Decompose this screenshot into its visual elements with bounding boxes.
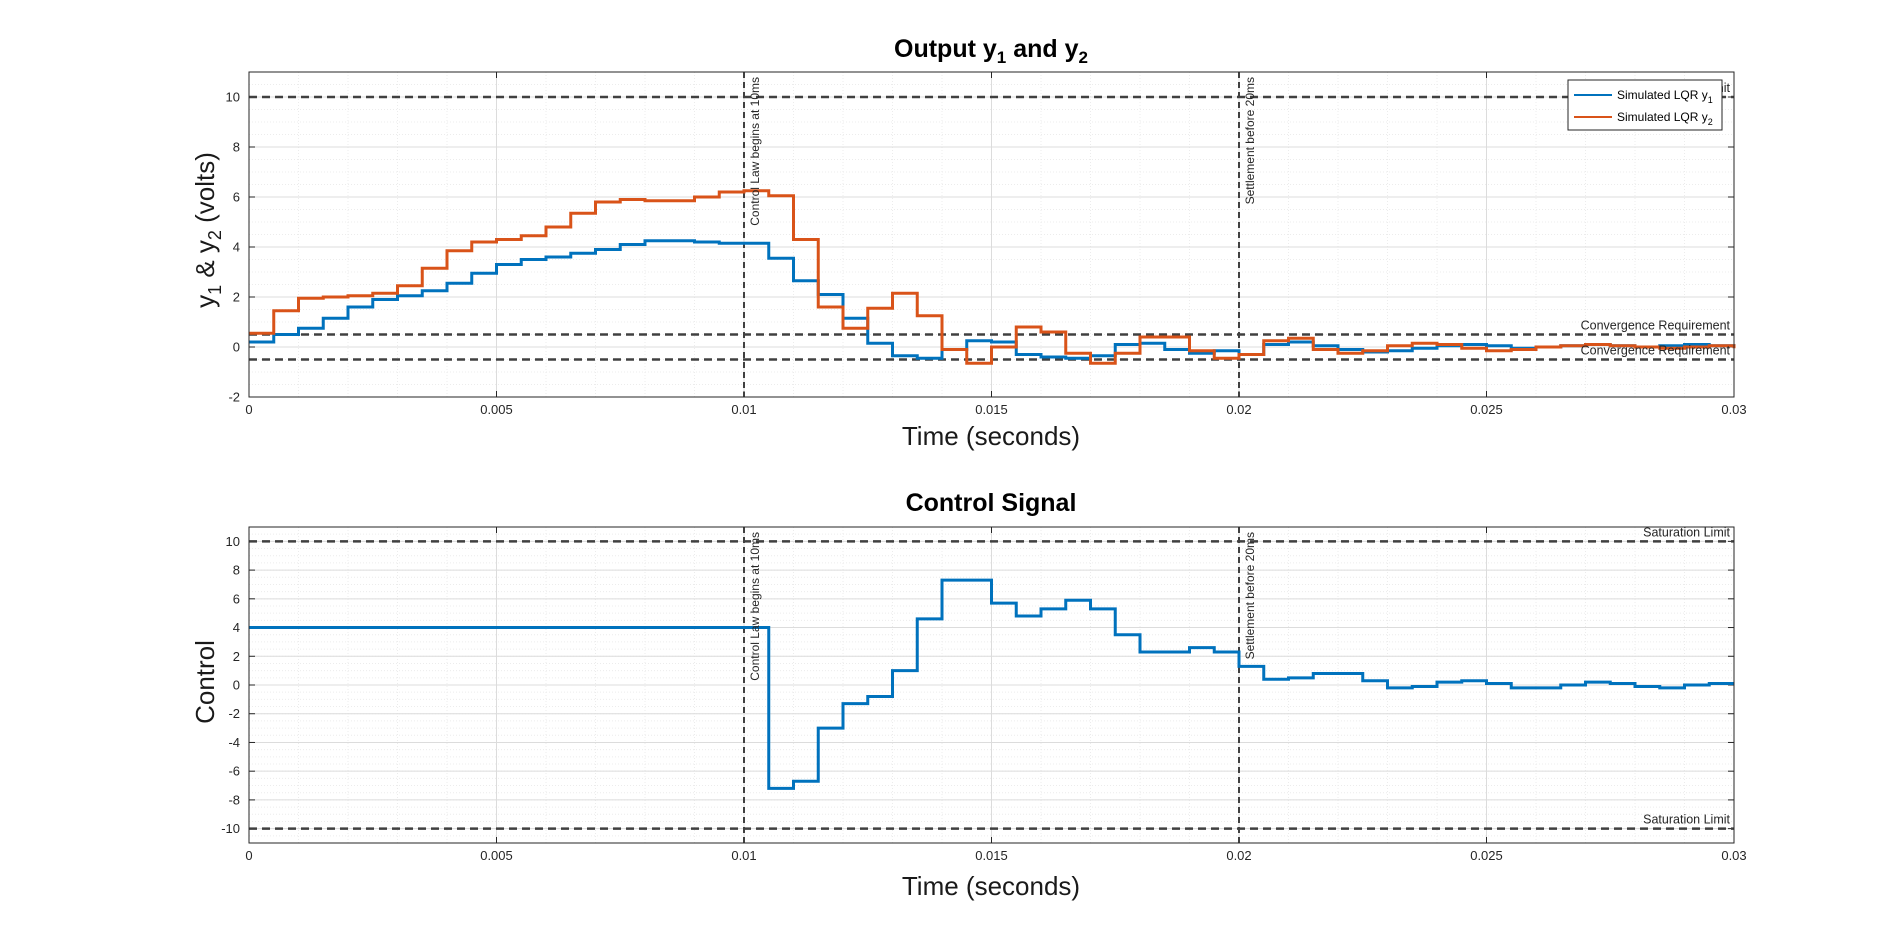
x-tick-label: 0.01 [731,402,756,417]
y-axis-label: y1 & y2 (volts) [190,152,225,308]
x-tick-label: 0.005 [480,402,513,417]
annotation-saturation-limit: Saturation Limit [1643,525,1730,539]
x-tick-label: 0.005 [480,848,513,863]
ylabel-subscript: 1 [205,285,225,295]
title-subscript: 1 [997,48,1006,67]
reference-lines [249,527,1734,843]
y-tick-label: 0 [233,678,240,693]
x-tick-label: 0.01 [731,848,756,863]
y-tick-label: -8 [228,792,240,807]
y-tick-label: 6 [233,591,240,606]
y-tick-labels: -10 -8 -6 -4 -2 0 2 4 6 8 10 [221,534,240,836]
y-tick-label: 8 [233,563,240,578]
annotation-convergence-requirement: Convergence Requirement [1581,319,1731,333]
x-axis-label: Time (seconds) [902,421,1080,451]
y-tick-label: 2 [233,290,240,305]
legend-label: Simulated LQR y [1617,88,1708,102]
legend: Simulated LQR y1 Simulated LQR y2 [1567,79,1723,131]
minor-grid [249,71,1734,398]
y-axis-label: Control [190,640,220,724]
series-group [249,578,1734,790]
series-group [249,189,1736,365]
legend-label: Simulated LQR y [1617,110,1708,124]
control-axes: 0 0.005 0.01 0.015 0.02 0.025 0.03 -10 -8 -6 -4 -2… [190,489,1747,901]
chart-title: Control Signal [906,489,1077,517]
legend-subscript: 2 [1708,117,1713,127]
annotation-settlement-before-20ms: Settlement before 20ms [1243,532,1257,659]
ylabel-part: (volts) [190,152,220,230]
y-tick-label: 10 [226,534,240,549]
x-tick-label: 0.015 [975,402,1008,417]
annotation-settlement-before-20ms: Settlement before 20ms [1243,77,1257,204]
title-subscript: 2 [1079,48,1088,67]
x-tick-label: 0.03 [1721,848,1746,863]
legend-subscript: 1 [1708,95,1713,105]
y-tick-label: -4 [228,735,240,750]
ylabel-part: y [190,295,220,308]
x-tick-labels: 0 0.005 0.01 0.015 0.02 0.025 0.03 [245,848,1746,863]
series-line-y2 [249,189,1736,365]
y-tick-label: -6 [228,764,240,779]
x-tick-label: 0 [245,402,252,417]
y-tick-label: -2 [228,706,240,721]
annotation-control-law-begins-at-10ms: Control Law begins at 10ms [748,77,762,226]
axes-box [248,526,1735,844]
y-tick-label: 0 [233,340,240,355]
y-tick-label: 8 [233,140,240,155]
x-tick-label: 0.025 [1470,402,1503,417]
y-tick-label: 10 [226,90,240,105]
x-tick-labels: 0 0.005 0.01 0.015 0.02 0.025 0.03 [245,402,1746,417]
title-part: and y [1006,35,1078,63]
y-tick-label: -10 [221,821,240,836]
reference-annotations: Saturation Limit Saturation Limit Control … [748,525,1731,826]
chart-title: Output y1 and y2 [894,35,1088,67]
y-tick-label: 4 [233,240,240,255]
y-tick-label: 4 [233,620,240,635]
axes-box [248,71,1735,398]
ylabel-subscript: 2 [205,230,225,240]
legend-entry-y2: Simulated LQR y2 [1617,110,1713,127]
legend-entry-y1: Simulated LQR y1 [1617,88,1713,105]
y-tick-label: -2 [228,390,240,405]
series-line-y1 [249,578,1734,790]
x-tick-label: 0.03 [1721,402,1746,417]
x-tick-label: 0.015 [975,848,1008,863]
x-axis-label: Time (seconds) [902,871,1080,901]
ylabel-part: & y [190,240,220,285]
x-tick-label: 0.02 [1226,402,1251,417]
y-tick-labels: -2 0 2 4 6 8 10 [226,90,240,405]
title-part: Output y [894,35,997,63]
x-tick-label: 0.02 [1226,848,1251,863]
legend-box [1567,79,1723,131]
x-tick-label: 0 [245,848,252,863]
annotation-saturation-limit: Saturation Limit [1643,813,1730,827]
annotation-convergence-requirement: Convergence Requirement [1581,344,1731,358]
annotation-control-law-begins-at-10ms: Control Law begins at 10ms [748,532,762,681]
x-tick-label: 0.025 [1470,848,1503,863]
y-tick-label: 2 [233,649,240,664]
y-tick-label: 6 [233,190,240,205]
